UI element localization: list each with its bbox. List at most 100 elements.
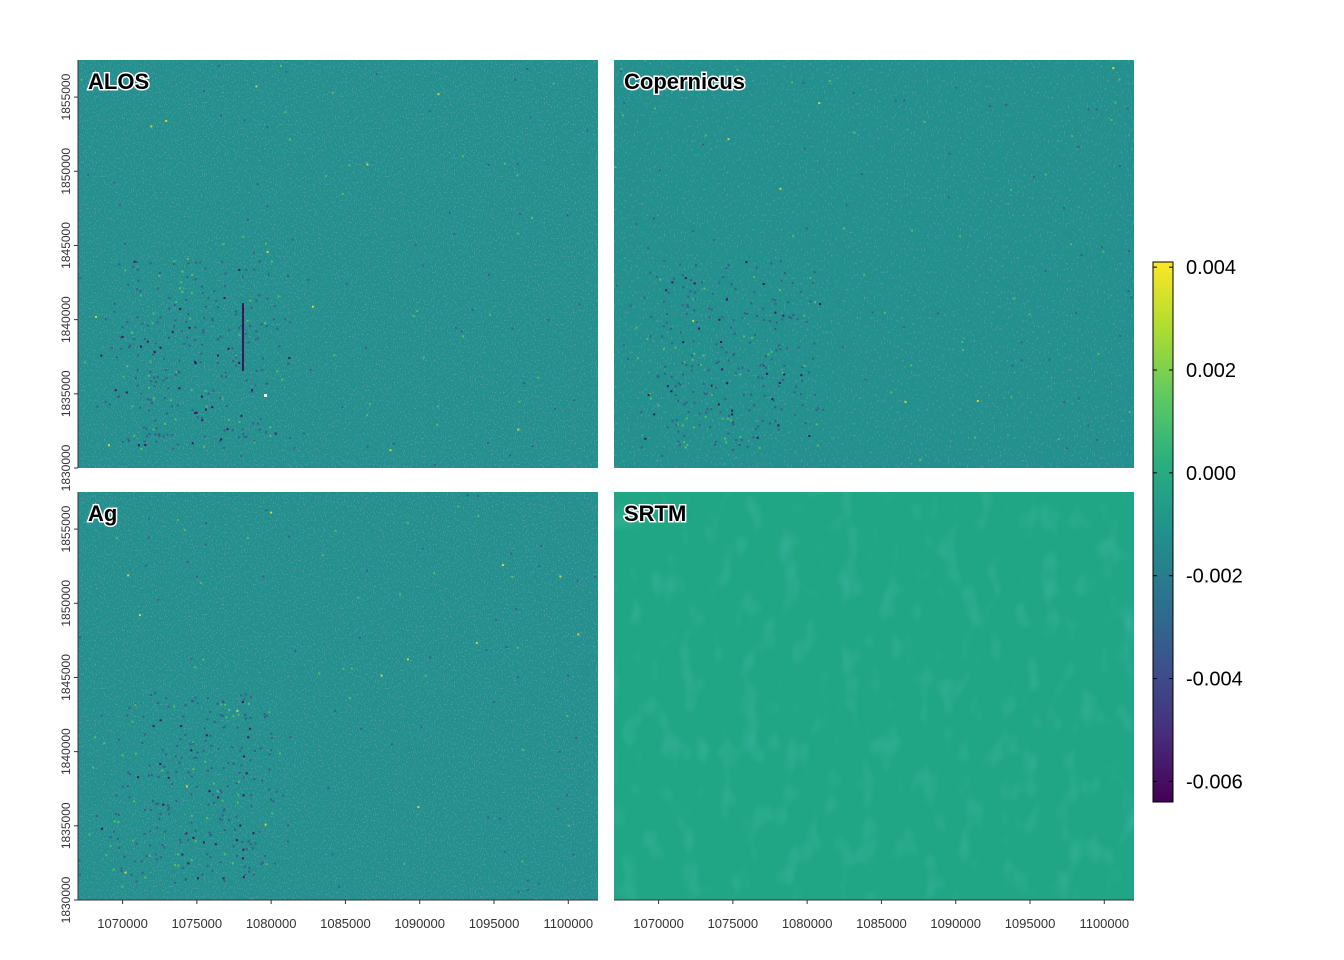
speckle (755, 266, 758, 269)
speckle (159, 856, 162, 859)
speckle (250, 695, 253, 698)
speckle (223, 828, 226, 831)
speckle (218, 440, 221, 443)
speckle (666, 385, 669, 388)
speckle (797, 346, 800, 349)
speckle (239, 749, 242, 752)
speckle (777, 344, 780, 347)
speckle (139, 406, 142, 409)
speckle (202, 749, 205, 752)
speckle (948, 152, 951, 155)
speckle (124, 269, 127, 272)
panel-ag: Ag (78, 492, 598, 900)
speckle (681, 361, 684, 364)
speckle (195, 785, 198, 788)
y-axis: 1830000 1835000 1840000 1845000 1850000 18550… (59, 492, 79, 923)
speckle (731, 420, 734, 423)
speckle (190, 821, 193, 824)
speckle (222, 243, 225, 246)
speckle (180, 756, 183, 759)
speckle (203, 727, 206, 730)
speckle (236, 801, 239, 804)
speckle (662, 348, 665, 350)
speckle (192, 837, 195, 839)
speckle (489, 313, 491, 316)
speckle (113, 302, 116, 305)
speckle (153, 351, 156, 354)
speckle (679, 263, 682, 266)
speckle (421, 264, 424, 267)
speckle (803, 364, 806, 367)
speckle (123, 855, 126, 858)
speckle (730, 283, 733, 286)
speckle (781, 378, 784, 381)
speckle (679, 383, 682, 386)
speckle (711, 393, 713, 396)
speckle (180, 725, 183, 728)
speckle (149, 371, 152, 373)
speckle (194, 338, 197, 341)
speckle (174, 864, 177, 866)
speckle (675, 419, 678, 422)
speckle (195, 575, 198, 578)
speckle (725, 298, 728, 301)
speckle (771, 298, 774, 301)
speckle (368, 402, 371, 405)
speckle (502, 564, 504, 566)
x-tick-label: 1070000 (97, 916, 148, 931)
speckle (621, 114, 624, 117)
speckle (270, 260, 273, 263)
speckle (249, 716, 252, 719)
speckle (248, 727, 251, 730)
speckle (236, 709, 239, 712)
speckle (154, 433, 157, 436)
speckle (155, 440, 158, 443)
panel-label: Copernicus (624, 69, 745, 94)
speckle (194, 666, 197, 669)
speckle (1077, 145, 1080, 148)
speckle (702, 354, 705, 357)
speckle (253, 441, 256, 444)
speckle (245, 772, 248, 775)
speckle (251, 847, 254, 850)
speckle (261, 357, 264, 360)
speckle (288, 535, 290, 538)
speckle (357, 596, 360, 599)
speckle (516, 676, 519, 679)
speckle (801, 366, 804, 368)
speckle (487, 442, 490, 444)
speckle (227, 419, 230, 421)
raster-texture (78, 60, 598, 468)
speckle (644, 437, 647, 440)
speckle (614, 166, 617, 168)
speckle (221, 715, 224, 717)
speckle (223, 853, 226, 856)
speckle (205, 405, 208, 408)
speckle (168, 297, 171, 300)
speckle (263, 322, 266, 325)
speckle (1011, 364, 1014, 367)
speckle (819, 303, 821, 305)
speckle (161, 769, 164, 772)
speckle (79, 277, 82, 280)
speckle (211, 869, 214, 872)
speckle (225, 716, 228, 719)
speckle (732, 423, 735, 426)
speckle (242, 235, 245, 238)
speckle (155, 381, 157, 383)
speckle (113, 820, 116, 823)
speckle (209, 711, 212, 713)
speckle (194, 278, 197, 281)
speckle (118, 263, 121, 266)
speckle (653, 217, 655, 220)
speckle (191, 274, 194, 276)
speckle (448, 211, 451, 214)
speckle (685, 312, 688, 315)
speckle (164, 369, 167, 371)
speckle (531, 445, 534, 448)
speckle (654, 89, 656, 92)
speckle (704, 134, 707, 137)
speckle (726, 417, 729, 420)
speckle (772, 399, 775, 402)
speckle (692, 340, 695, 343)
